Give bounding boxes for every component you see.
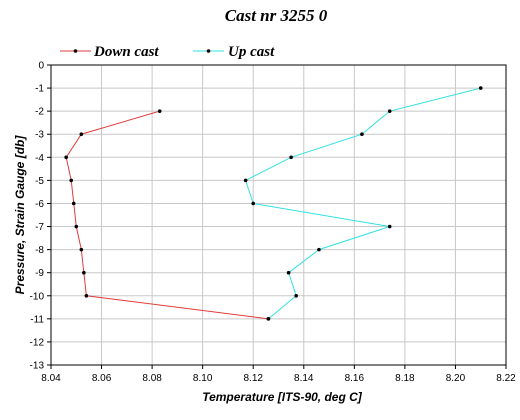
down-cast-point: [74, 224, 79, 229]
down-cast-point: [71, 201, 76, 206]
y-tick-label: -2: [35, 107, 44, 118]
y-tick-label: -10: [30, 291, 45, 302]
y-axis-title: Pressure, Strain Gauge [db]: [13, 135, 27, 295]
down-cast-point: [64, 155, 68, 160]
down-cast-point: [79, 132, 84, 137]
down-cast-point: [69, 178, 74, 183]
series-up-cast: [243, 86, 483, 321]
up-cast-point: [251, 201, 256, 206]
x-tick-label: 8.04: [41, 373, 61, 384]
legend-up-cast-marker: [206, 49, 211, 53]
up-cast-point: [243, 178, 248, 183]
y-tick-label: -9: [35, 268, 44, 279]
down-cast-point: [79, 247, 84, 252]
y-tick-label: -8: [35, 245, 44, 256]
legend: Down cast Up cast: [60, 44, 275, 60]
up-cast-point: [387, 109, 392, 113]
x-tick-label: 8.14: [294, 373, 314, 384]
up-cast-point: [478, 86, 483, 90]
y-tick-label: 0: [38, 61, 44, 72]
axis-ticks: [47, 64, 507, 369]
up-cast-point: [289, 155, 293, 160]
legend-up-cast-label: Up cast: [228, 44, 275, 60]
y-tick-label: -4: [35, 153, 44, 164]
plot-area-frame: [50, 64, 507, 366]
chart-title: Cast nr 3255 0: [225, 6, 328, 25]
y-tick-label: -1: [35, 84, 44, 95]
down-cast-point: [84, 293, 89, 298]
up-cast-point: [387, 224, 392, 229]
up-cast-point: [266, 317, 271, 321]
down-cast-line: [65, 110, 269, 320]
y-tick-label: -13: [30, 361, 45, 372]
x-axis-title: Temperature [ITS-90, deg C]: [202, 390, 363, 404]
up-cast-point: [360, 132, 364, 137]
x-tick-label: 8.06: [92, 373, 112, 384]
up-cast-point: [317, 247, 321, 252]
y-tick-labels: 0 -1 -2 -3 -4 -5 -6 -7 -8 -9 -10 -11 -12 -13: [30, 61, 45, 372]
down-cast-point: [82, 270, 86, 275]
up-cast-point: [294, 293, 298, 298]
legend-down-cast-marker: [73, 49, 78, 53]
x-tick-label: 8.22: [496, 373, 516, 384]
x-tick-label: 8.08: [142, 373, 162, 384]
x-tick-label: 8.20: [446, 373, 466, 384]
y-tick-label: -11: [30, 314, 44, 325]
x-tick-label: 8.10: [193, 373, 213, 384]
up-cast-point: [286, 270, 291, 275]
grid: [51, 65, 506, 365]
x-tick-label: 8.16: [345, 373, 365, 384]
x-tick-label: 8.12: [243, 373, 263, 384]
series-layer: [64, 86, 483, 321]
y-tick-label: -12: [30, 337, 45, 348]
series-down-cast: [64, 109, 271, 321]
y-tick-label: -7: [35, 222, 44, 233]
y-tick-label: -5: [35, 176, 44, 187]
y-tick-label: -3: [35, 130, 44, 141]
down-cast-point: [157, 109, 162, 113]
x-tick-labels: 8.04 8.06 8.08 8.10 8.12 8.14 8.16 8.18 8.20 8.22: [41, 373, 516, 384]
x-tick-label: 8.18: [395, 373, 415, 384]
legend-down-cast-label: Down cast: [93, 44, 159, 60]
y-tick-label: -6: [35, 199, 44, 210]
